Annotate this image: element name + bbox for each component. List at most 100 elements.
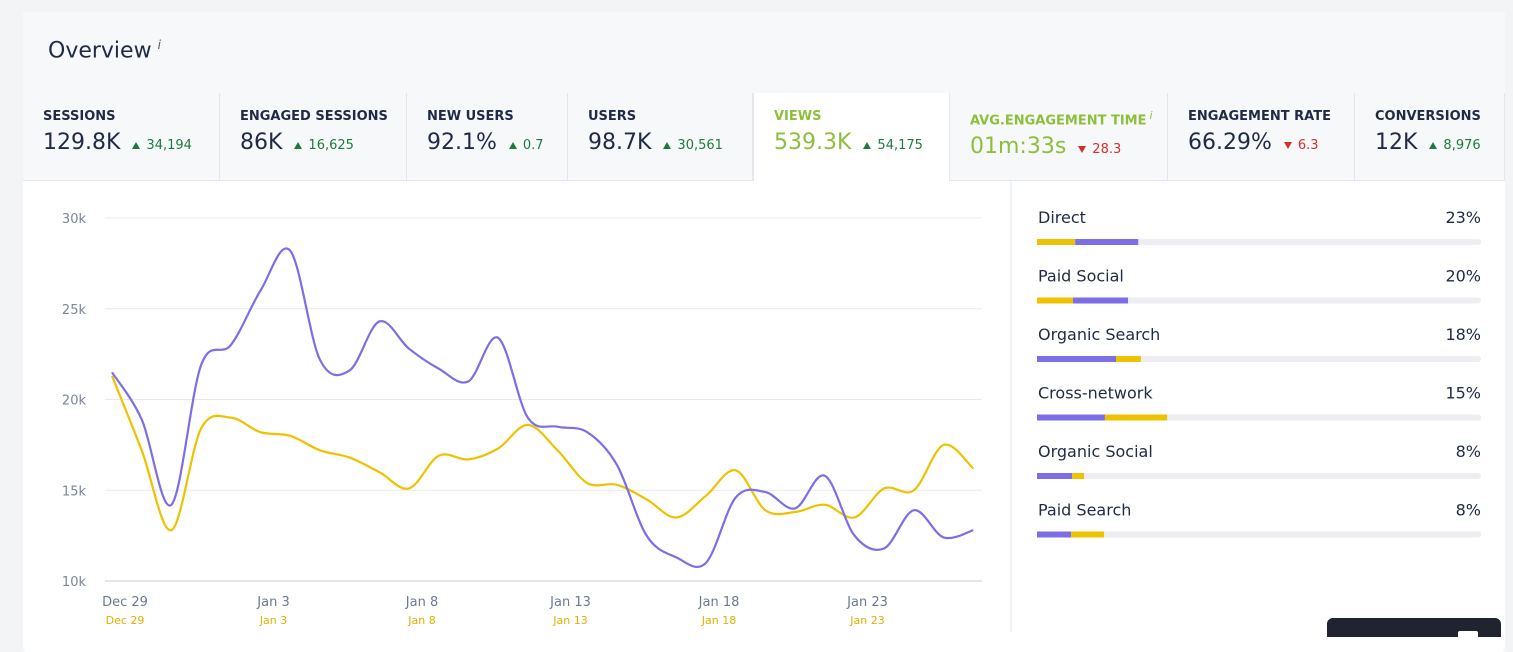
channel-track [1037,297,1481,304]
series-line [111,247,974,568]
channel-segment [1075,239,1139,245]
metric-value: 92.1% [427,130,497,155]
channel-segment [1037,531,1072,538]
metric-delta-text: 16,625 [308,138,354,153]
channel-name: Paid Search [1038,501,1131,520]
y-tick-label: 30k [62,212,87,227]
metric-delta-text: 54,175 [877,138,923,153]
metric-label: AVG.ENGAGEMENT TIME i [970,109,1167,128]
arrow-shape [132,142,141,149]
metric-label-text: ENGAGEMENT RATE [1188,109,1331,124]
channel-segment [1037,356,1117,362]
metric-label-text: AVG.ENGAGEMENT TIME [970,113,1147,129]
metric-label-text: ENGAGED SESSIONS [240,109,388,124]
delta-arrow [1283,142,1292,149]
channel-name: Direct [1038,208,1086,227]
metric-tab[interactable]: CONVERSIONS 12K 8,976 [1355,93,1505,180]
compare-x-label: Jan 18 [701,614,736,627]
y-tick-label: 10k [62,575,87,590]
x-tick-label: Jan 18 [698,595,740,610]
metric-label: CONVERSIONS [1375,109,1504,124]
channel-percent: 20% [1445,267,1481,286]
title-text: Overview [48,38,152,64]
metric-row: 98.7K 30,561 [588,130,752,155]
arrow-shape [663,142,672,149]
metric-row: 01m:33s 28.3 [970,134,1167,159]
arrow-shape [294,142,303,149]
metric-label: ENGAGED SESSIONS [240,109,406,124]
channel-track [1037,356,1481,362]
metric-label-text: SESSIONS [43,109,116,124]
metric-tab[interactable]: ENGAGEMENT RATE 66.29% 6.3 [1168,93,1355,180]
arrow-shape [508,142,517,149]
metric-tab[interactable]: VIEWS 539.3K 54,175 [753,93,950,181]
delta-arrow [508,142,517,149]
x-tick-label: Jan 23 [846,595,888,610]
channel-track [1037,473,1481,479]
delta-arrow [663,142,672,149]
channel-name: Organic Social [1038,442,1153,461]
metric-delta-text: 28.3 [1092,142,1122,158]
channel-percent: 15% [1445,384,1481,403]
channel-segment [1037,414,1105,421]
header: Overview i [23,12,1505,93]
delta-arrow [1429,142,1438,149]
metric-label-text: USERS [588,109,637,124]
channel-segment [1037,297,1073,304]
channel-segment [1104,414,1168,421]
metric-value: 12K [1375,130,1418,155]
metric-label: NEW USERS [427,109,567,124]
arrow-shape [1078,146,1087,154]
channel-percent: 23% [1445,208,1481,227]
metric-tab[interactable]: NEW USERS 92.1% 0.7 [407,93,568,180]
channel-percent: 8% [1456,501,1481,520]
series-line [110,375,975,532]
metric-label: ENGAGEMENT RATE [1188,109,1354,124]
metric-tab[interactable]: SESSIONS 129.8K 34,194 [23,93,220,180]
title: Overview i [48,38,161,63]
y-tick-label: 15k [62,484,87,499]
compare-x-label: Jan 23 [849,614,884,627]
metric-delta-text: 0.7 [522,138,544,153]
metric-value: 129.8K [43,130,121,155]
delta-arrow [1078,146,1087,154]
y-tick-label: 20k [62,394,87,409]
metric-delta: 30,561 [663,138,723,153]
metric-row: 66.29% 6.3 [1188,130,1354,155]
info-icon[interactable]: i [157,38,161,52]
channel-segment [1071,531,1105,538]
metric-label-text: CONVERSIONS [1375,109,1481,124]
metric-delta-text: 30,561 [677,138,723,153]
metric-label-text: VIEWS [774,109,822,124]
compare-x-label: Jan 13 [552,614,587,627]
metric-label: VIEWS [774,109,949,124]
x-tick-label: Jan 8 [405,595,438,610]
metric-label: USERS [588,109,752,124]
metric-value: 86K [240,130,283,155]
delta-arrow [294,142,303,149]
metric-delta-text: 34,194 [146,138,192,153]
metric-tabs: SESSIONS 129.8K 34,194 ENGAGED SESSIONS 86K 1… [23,93,1505,181]
metric-row: 539.3K 54,175 [774,130,949,155]
metric-row: 129.8K 34,194 [43,130,219,155]
metric-delta: 16,625 [294,138,354,153]
metric-delta: 28.3 [1078,142,1121,157]
metric-tab[interactable]: USERS 98.7K 30,561 [568,93,753,180]
metric-delta: 8,976 [1429,138,1481,153]
channel-percent: 8% [1456,442,1481,461]
metric-tab[interactable]: ENGAGED SESSIONS 86K 16,625 [220,93,407,180]
page: Overview i SESSIONS 129.8K 34,194 ENGAGED SE… [23,12,1505,652]
delta-arrow [863,142,872,149]
arrow-shape [1283,142,1292,149]
metric-delta-text: 8,976 [1443,138,1481,153]
channel-track [1037,239,1481,245]
chat-icon [1458,631,1478,637]
arrow-shape [863,142,872,149]
metric-tab[interactable]: AVG.ENGAGEMENT TIME i 01m:33s 28.3 [950,93,1168,180]
metric-label: SESSIONS [43,109,219,124]
channel-segment [1037,473,1073,479]
x-tick-label: Jan 3 [256,595,289,610]
channel-name: Paid Social [1038,267,1124,286]
chat-widget[interactable] [1327,618,1501,637]
metric-value: 539.3K [774,130,852,155]
